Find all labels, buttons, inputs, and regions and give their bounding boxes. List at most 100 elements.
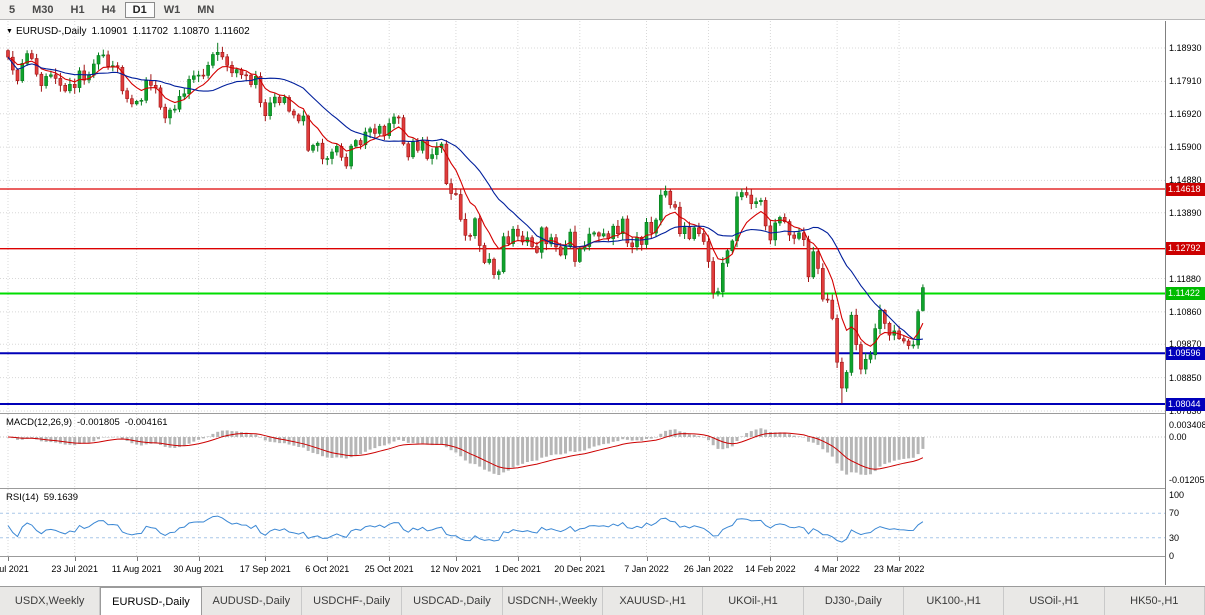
date-label: 30 Aug 2021	[173, 564, 224, 574]
date-tick-mark	[708, 557, 710, 561]
chart-tab[interactable]: UKOil-,H1	[703, 587, 804, 615]
price-tick: 1.11880	[1169, 273, 1201, 284]
date-tick-mark	[8, 557, 9, 561]
timeframe-button-h4[interactable]: H4	[101, 3, 116, 16]
rsi-axis-tick: 0	[1169, 551, 1175, 561]
date-tick-mark	[265, 557, 267, 561]
ohlc-close: 1.11602	[214, 26, 250, 37]
timeframe-button-w1[interactable]: W1	[163, 3, 181, 16]
chart-tab[interactable]: USDCAD-,Daily	[402, 587, 503, 615]
price-tick: 1.10860	[1169, 306, 1202, 317]
chart-tab[interactable]: USDCNH-,Weekly	[503, 587, 603, 615]
macd-signal-value: -0.004161	[124, 417, 168, 428]
rsi-name: RSI(14)	[6, 492, 39, 503]
price-level-badge: 1.08044	[1166, 397, 1205, 411]
price-tick: 1.13890	[1169, 207, 1202, 218]
date-label: 20 Dec 2021	[554, 564, 606, 574]
price-tick: 1.09870	[1169, 339, 1202, 350]
date-axis: 5 Jul 2021 23 Jul 2021 11 Aug 2021 30 Aug 2…	[0, 557, 1205, 585]
date-tick-mark	[770, 557, 772, 561]
chart-tab[interactable]: XAUUSD-,H1	[603, 587, 704, 615]
macd-label: MACD(12,26,9) -0.001805 -0.004161	[6, 417, 168, 428]
macd-pane[interactable]: MACD(12,26,9) -0.001805 -0.004161	[0, 414, 1165, 488]
macd-chart	[0, 414, 1165, 488]
chart-tab[interactable]: USDCHF-,Daily	[302, 587, 403, 615]
rsi-axis-tick: 70	[1169, 508, 1180, 519]
price-tick: 1.15900	[1169, 142, 1202, 153]
date-tick-mark	[455, 557, 457, 561]
date-label: 6 Oct 2021	[305, 564, 350, 574]
timeframe-button-m30[interactable]: M30	[32, 3, 54, 16]
macd-axis-tick: 0.00	[1169, 432, 1187, 442]
chart-tab[interactable]: USDX,Weekly	[0, 587, 101, 615]
price-tick: 1.16920	[1169, 108, 1202, 119]
macd-axis-tick: 0.003408	[1169, 419, 1205, 430]
ohlc-high: 1.11702	[132, 26, 169, 37]
date-label: 25 Oct 2021	[364, 564, 414, 574]
pane-divider[interactable]	[0, 488, 1205, 489]
rsi-value: 59.1639	[43, 492, 79, 503]
date-label: 7 Jan 2022	[624, 564, 669, 574]
chart-symbol-label: EURUSD-,Daily	[15, 26, 87, 37]
price-tick: 1.14880	[1169, 175, 1202, 186]
pane-divider	[0, 556, 1205, 557]
date-label: 11 Aug 2021	[111, 564, 162, 574]
chart-header: ▼ EURUSD-,Daily 1.10901 1.11702 1.10870 1.116…	[6, 26, 250, 37]
date-tick-mark	[136, 557, 138, 561]
chart-tab[interactable]: USOil-,H1	[1004, 587, 1105, 615]
date-tick-mark	[646, 557, 648, 561]
chart-tab[interactable]: EURUSD-,Daily	[100, 587, 202, 615]
date-tick-mark	[517, 557, 519, 561]
chart-tab[interactable]: AUDUSD-,Daily	[202, 587, 302, 615]
rsi-label: RSI(14) 59.1639	[6, 492, 78, 503]
price-tick: 1.17910	[1169, 76, 1202, 87]
symbol-tabs: USDX,Weekly EURUSD-,Daily AUDUSD-,Daily USD…	[0, 586, 1205, 615]
timeframe-button-mn[interactable]: MN	[197, 3, 215, 16]
date-label: 1 Dec 2021	[494, 564, 541, 574]
date-label: 17 Sep 2021	[239, 564, 291, 574]
date-tick-mark	[579, 557, 581, 561]
candlestick-chart[interactable]	[0, 21, 1165, 413]
ohlc-open: 1.10901	[91, 26, 128, 37]
pane-divider[interactable]	[0, 413, 1205, 414]
date-tick-mark	[198, 557, 200, 561]
main-chart-pane[interactable]: ▼ EURUSD-,Daily 1.10901 1.11702 1.10870 1.116…	[0, 21, 1165, 413]
rsi-chart	[0, 489, 1165, 556]
date-label: 23 Mar 2022	[873, 564, 925, 574]
price-level-badge: 1.12792	[1166, 242, 1205, 256]
timeframe-toolbar: 5 M30 H1 H4 D1 W1 MN	[0, 0, 1205, 20]
date-tick-mark	[899, 557, 901, 561]
price-axis: 1.18930 1.17910 1.16920 1.15900 1.14880 1.138…	[1165, 21, 1205, 585]
price-tick: 1.07830	[1169, 406, 1202, 416]
date-tick-mark	[74, 557, 76, 561]
timeframe-button-5[interactable]: 5	[9, 3, 16, 16]
macd-axis-tick: -0.01205	[1169, 475, 1205, 486]
date-tick-mark	[327, 557, 329, 561]
price-tick: 1.08850	[1169, 372, 1202, 383]
price-tick: 1.18930	[1169, 43, 1202, 53]
date-label: 12 Nov 2021	[430, 564, 482, 574]
chart-tab[interactable]: HK50-,H1	[1105, 587, 1205, 615]
timeframe-button-h1[interactable]: H1	[70, 3, 85, 16]
macd-main-value: -0.001805	[77, 417, 120, 428]
date-label: 14 Feb 2022	[745, 564, 796, 574]
price-level-badge: 1.11422	[1166, 287, 1205, 300]
date-label: 23 Jul 2021	[51, 564, 98, 574]
rsi-axis-tick: 30	[1169, 532, 1180, 543]
date-tick-mark	[389, 557, 391, 561]
rsi-axis-tick: 100	[1169, 490, 1185, 500]
price-level-badge: 1.09596	[1166, 346, 1205, 360]
chart-tab[interactable]: DJ30-,Daily	[804, 587, 904, 615]
symbol-dropdown-icon[interactable]: ▼	[6, 28, 13, 35]
price-level-badge: 1.14618	[1166, 182, 1205, 196]
date-tick-mark	[837, 557, 839, 561]
chart-tab[interactable]: UK100-,H1	[904, 587, 1005, 615]
timeframe-button-d1[interactable]: D1	[124, 1, 155, 18]
macd-name: MACD(12,26,9)	[6, 417, 72, 428]
date-label: 5 Jul 2021	[0, 564, 29, 574]
date-label: 4 Mar 2022	[814, 564, 860, 574]
ohlc-low: 1.10870	[173, 26, 210, 37]
date-label: 26 Jan 2022	[683, 564, 734, 574]
rsi-pane[interactable]: RSI(14) 59.1639	[0, 489, 1165, 556]
